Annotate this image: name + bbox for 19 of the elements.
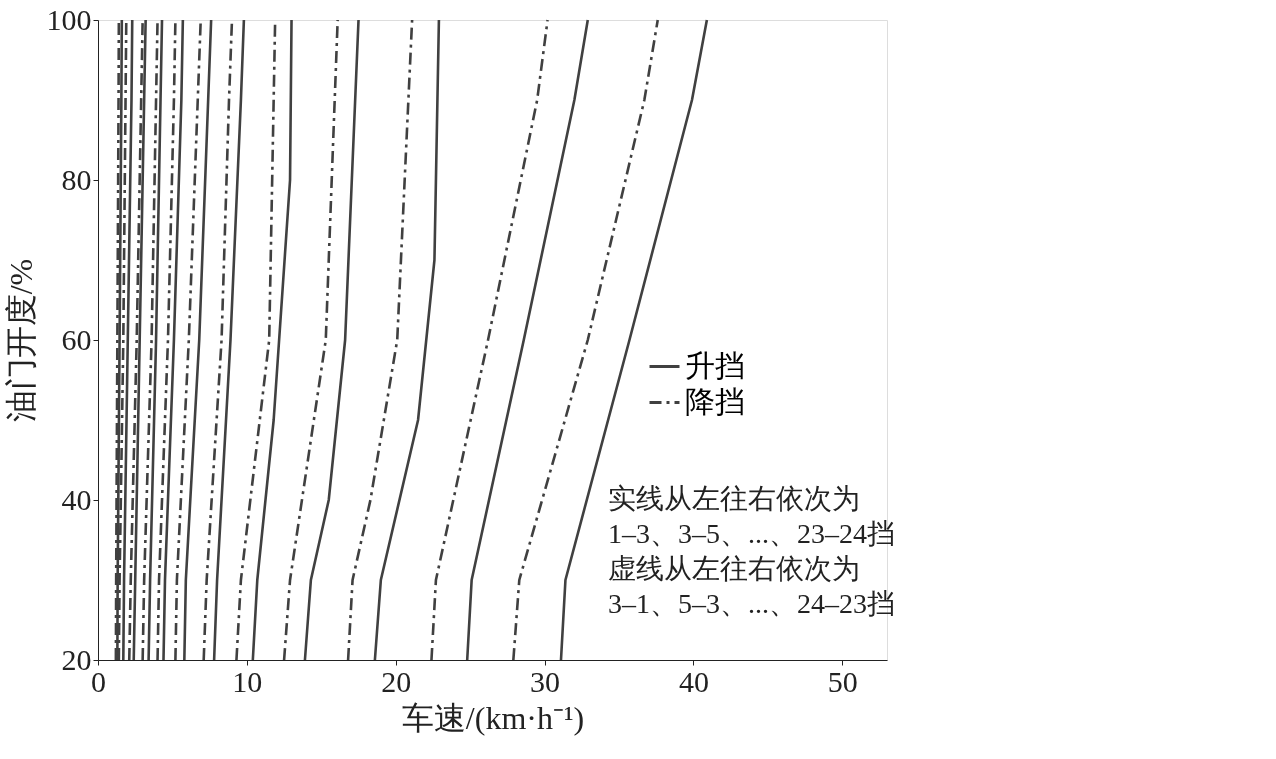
x-tick-label: 20 (381, 664, 412, 698)
y-tick-label: 20 (61, 642, 92, 676)
x-tick-label: 0 (91, 664, 106, 698)
x-tick-label: 50 (827, 664, 858, 698)
x-axis-title: 车速/(km·h⁻¹) (401, 699, 585, 736)
y-tick-label: 40 (61, 482, 92, 516)
annotation: 虚线从左往右依次为 (608, 553, 860, 584)
annotation: 实线从左往右依次为 (608, 483, 860, 514)
x-tick-label: 40 (678, 664, 709, 698)
x-tick-label: 30 (530, 664, 561, 698)
y-tick-label: 100 (46, 2, 92, 36)
y-tick-label: 80 (61, 162, 92, 196)
annotation: 3–1、5–3、...、24–23挡 (608, 588, 895, 619)
y-axis-title: 油门开度/% (2, 258, 39, 423)
legend-label: 升挡 (685, 348, 745, 382)
x-tick-label: 10 (232, 664, 263, 698)
annotation: 1–3、3–5、...、23–24挡 (608, 518, 895, 549)
y-tick-label: 60 (61, 322, 92, 356)
legend-label: 降挡 (685, 384, 745, 418)
